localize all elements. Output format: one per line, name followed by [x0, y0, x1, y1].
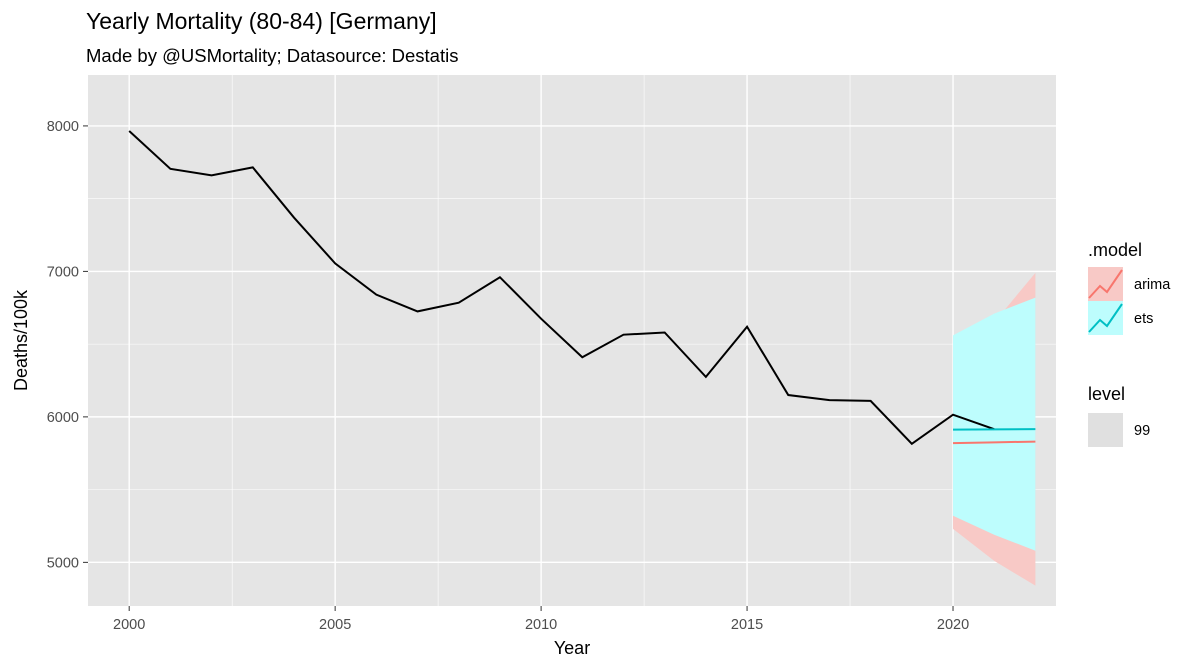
y-tick-label: 7000 — [47, 264, 79, 280]
legend-label-ets: ets — [1134, 311, 1153, 327]
series-lines — [128, 130, 1036, 446]
chart-title: Yearly Mortality (80-84) [Germany] — [86, 8, 437, 34]
grid-minor — [88, 75, 1056, 606]
x-tick-label: 2000 — [113, 617, 145, 633]
legend-line-arima — [1088, 269, 1123, 299]
legend: .model level arima ets 99 — [1088, 240, 1171, 447]
legend-key-level — [1088, 413, 1123, 447]
legend-key-arima — [1088, 267, 1123, 301]
y-tick-label: 8000 — [47, 119, 79, 135]
y-tick-label: 6000 — [47, 410, 79, 426]
axes: 2000 2005 2010 2015 2020 5000 6000 7000 8000 — [47, 119, 969, 633]
x-tick-label: 2005 — [319, 617, 351, 633]
observed-line — [128, 130, 995, 446]
x-tick-label: 2020 — [937, 617, 969, 633]
x-tick-label: 2010 — [525, 617, 557, 633]
forecast-line-ets — [953, 428, 1036, 431]
y-axis-title: Deaths/100k — [11, 289, 31, 391]
x-tick-label: 2015 — [731, 617, 763, 633]
legend-label-arima: arima — [1134, 277, 1171, 293]
chart-subtitle: Made by @USMortality; Datasource: Destat… — [86, 45, 459, 66]
legend-line-ets — [1088, 303, 1123, 333]
legend-label-level: 99 — [1134, 423, 1150, 439]
legend-key-ets — [1088, 301, 1123, 335]
x-axis-title: Year — [554, 638, 590, 658]
interval-band-ets — [953, 297, 1036, 551]
legend-model-title: .model — [1088, 240, 1142, 260]
forecast-line-arima — [953, 440, 1036, 445]
plot-panel — [88, 75, 1056, 606]
legend-level-title: level — [1088, 384, 1125, 404]
y-tick-label: 5000 — [47, 555, 79, 571]
